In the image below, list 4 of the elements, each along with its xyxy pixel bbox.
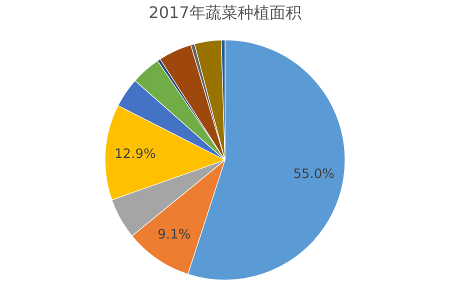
data-label: 12.9% [114, 147, 156, 162]
data-label: 55.0% [293, 167, 335, 182]
data-label: 9.1% [158, 227, 191, 242]
chart-title: 2017年蔬菜种植面积 [148, 3, 302, 22]
